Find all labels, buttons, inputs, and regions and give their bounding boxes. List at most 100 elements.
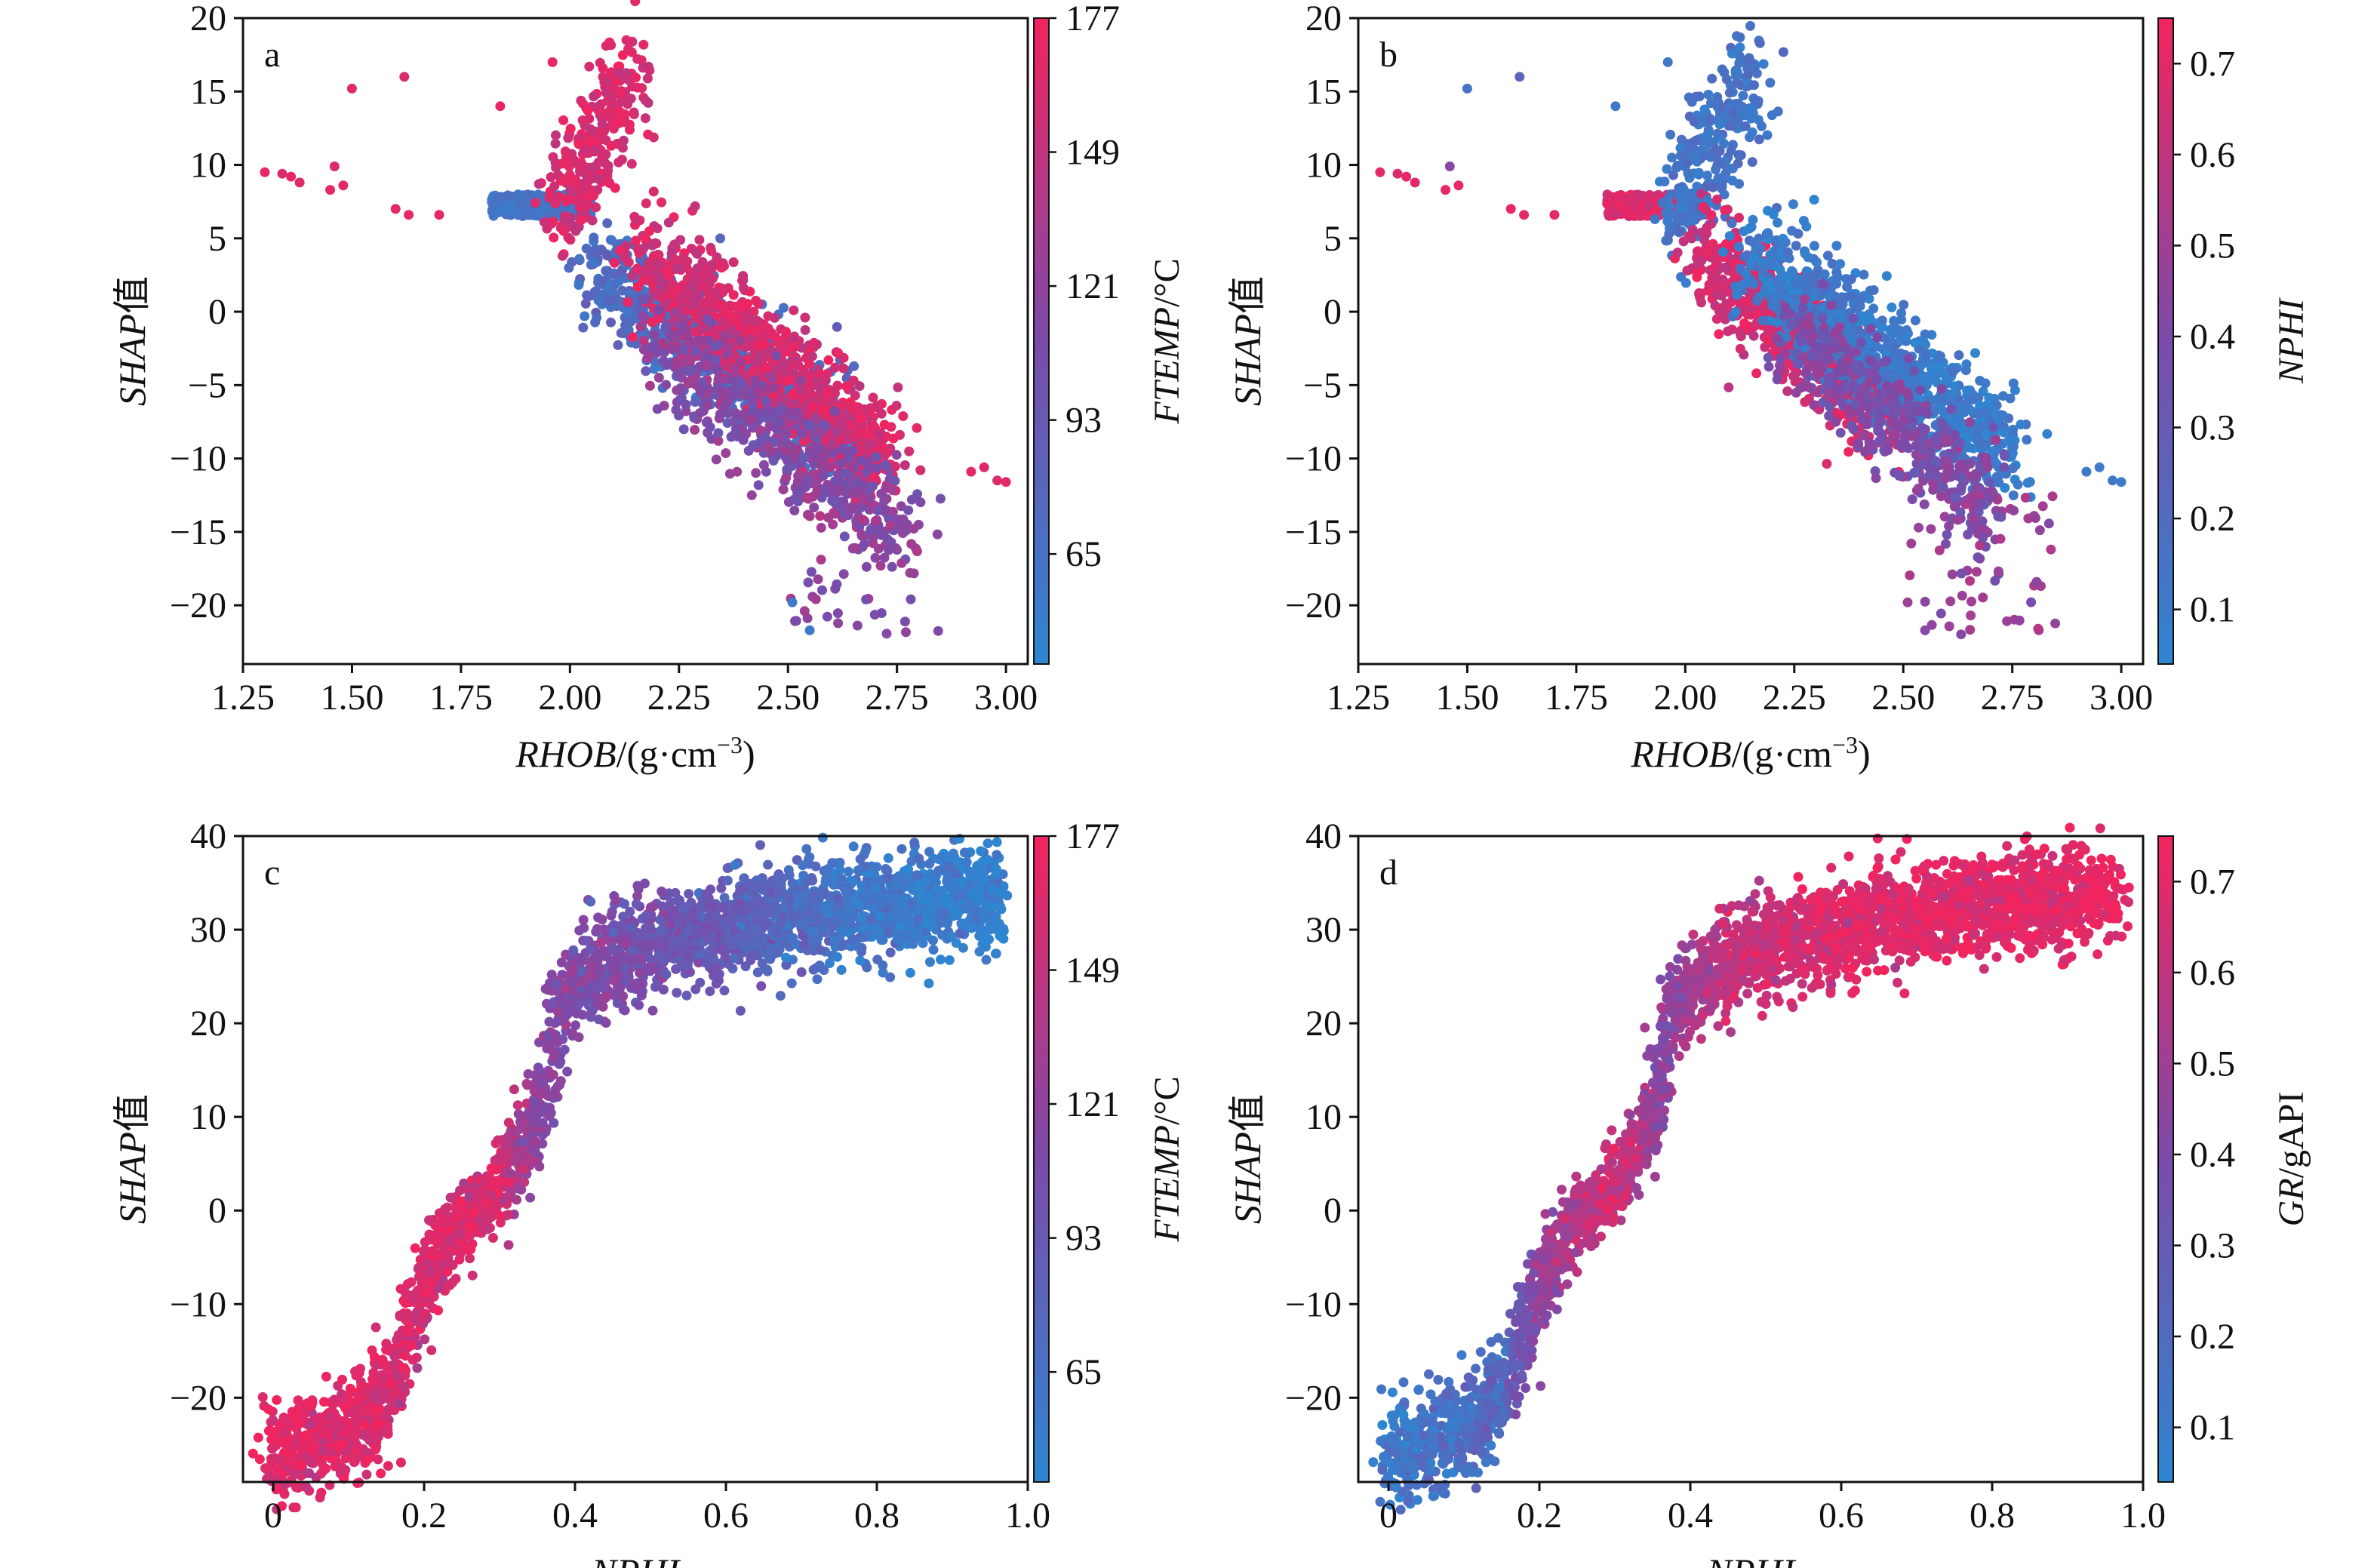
scatter-point <box>906 594 916 604</box>
scatter-point <box>2013 479 2023 490</box>
scatter-point <box>623 308 633 318</box>
scatter-point <box>770 332 781 343</box>
scatter-point <box>586 185 597 195</box>
scatter-point <box>820 420 830 431</box>
scatter-point <box>768 456 779 466</box>
scatter-point <box>817 585 827 595</box>
scatter-point <box>1718 280 1729 291</box>
scatter-point <box>613 157 624 168</box>
scatter-point <box>1704 279 1714 290</box>
scatter-point <box>1910 337 1920 348</box>
scatter-point <box>1690 154 1700 164</box>
scatter-point <box>1699 104 1710 115</box>
scatter-point <box>1857 294 1868 304</box>
scatter-point <box>637 83 647 94</box>
scatter-point <box>599 288 610 299</box>
scatter-point <box>1775 283 1785 294</box>
scatter-point <box>815 511 826 521</box>
scatter-point <box>1788 199 1798 210</box>
scatter-point <box>565 235 576 245</box>
scatter-point <box>613 340 623 350</box>
scatter-point <box>1793 229 1804 239</box>
scatter-point <box>813 574 823 585</box>
outlier-point <box>804 625 815 635</box>
scatter-point <box>679 344 690 355</box>
y-axis-label: SHAP值 <box>111 276 153 406</box>
scatter-point <box>1702 223 1712 233</box>
scatter-point <box>560 211 570 221</box>
scatter-point <box>539 217 549 227</box>
colorbar-tick-label: 121 <box>1065 266 1120 306</box>
scatter-point <box>796 376 807 386</box>
scatter-point <box>1684 92 1694 103</box>
scatter-point <box>858 515 869 525</box>
scatter-point <box>1735 327 1745 338</box>
colorbar-tick-label: 149 <box>1065 133 1120 173</box>
scatter-point <box>613 276 624 287</box>
scatter-point <box>2042 429 2053 439</box>
scatter-point <box>2003 435 2014 446</box>
scatter-point <box>704 267 715 278</box>
scatter-point <box>832 608 843 619</box>
scatter-point <box>697 336 708 346</box>
scatter-point <box>826 463 835 472</box>
scatter-point <box>861 595 872 604</box>
scatter-point <box>1809 195 1819 205</box>
scatter-point <box>505 205 515 216</box>
scatter-point <box>640 113 650 124</box>
scatter-point <box>1693 267 1702 278</box>
scatter-point <box>589 91 599 102</box>
scatter-point <box>614 106 625 116</box>
scatter-point <box>573 280 584 291</box>
scatter-point <box>1954 350 1964 361</box>
scatter-point <box>850 543 860 553</box>
scatter-point <box>890 475 900 486</box>
scatter-point <box>630 0 641 7</box>
scatter-point <box>581 243 592 254</box>
scatter-point <box>1718 247 1728 257</box>
scatter-point <box>823 388 832 398</box>
scatter-point <box>1883 339 1893 349</box>
scatter-point <box>1757 121 1767 131</box>
scatter-point <box>1702 129 1713 139</box>
scatter-point <box>578 98 588 109</box>
scatter-point <box>899 616 910 627</box>
scatter-point <box>1702 247 1713 258</box>
scatter-point <box>641 198 651 208</box>
scatter-point <box>852 620 863 631</box>
scatter-point <box>1703 89 1714 100</box>
scatter-point <box>696 387 706 398</box>
scatter-point <box>1973 409 1984 420</box>
scatter-point <box>838 363 848 374</box>
scatter-point <box>670 361 681 371</box>
scatter-point <box>783 497 794 507</box>
scatter-point <box>799 453 810 463</box>
scatter-point <box>893 382 903 392</box>
scatter-point <box>628 332 638 343</box>
outlier-point <box>399 72 410 82</box>
scatter-point <box>1603 208 1613 219</box>
scatter-point <box>800 312 810 323</box>
scatter-point <box>1935 351 1945 361</box>
scatter-point <box>1696 255 1707 266</box>
scatter-point <box>690 346 701 356</box>
scatter-point <box>576 215 586 225</box>
scatter-point <box>1757 315 1768 326</box>
scatter-point <box>874 429 884 439</box>
scatter-point <box>1758 59 1769 69</box>
scatter-point <box>678 289 689 300</box>
scatter-point <box>626 94 636 104</box>
outlier-point <box>434 210 444 220</box>
scatter-point <box>1711 144 1721 155</box>
scatter-point <box>1741 268 1751 278</box>
scatter-point <box>1708 238 1718 249</box>
scatter-point <box>2005 393 2016 404</box>
scatter-point <box>789 305 799 315</box>
scatter-point <box>749 375 760 386</box>
scatter-point <box>638 294 649 305</box>
scatter-point <box>657 293 667 303</box>
scatter-point <box>906 539 917 549</box>
scatter-point <box>1667 152 1677 163</box>
